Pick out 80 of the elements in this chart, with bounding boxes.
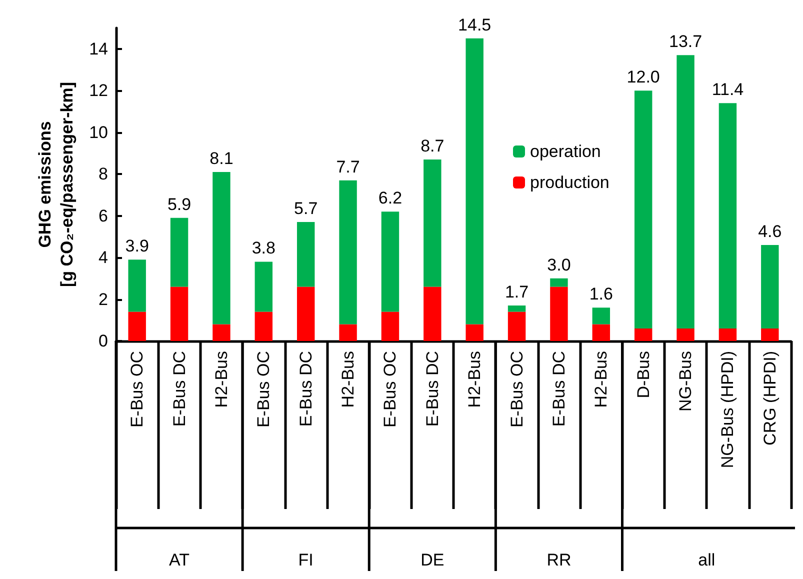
bar xyxy=(254,262,273,312)
total-label: 13.7 xyxy=(668,32,702,52)
text: all xyxy=(698,550,716,570)
x-tick-label: E-Bus DC xyxy=(422,351,442,427)
bar xyxy=(508,312,526,341)
x-tick-label: E-Bus DC xyxy=(296,351,316,427)
bar xyxy=(339,180,357,324)
x-tick-label: E-Bus OC xyxy=(380,351,400,428)
total-label: 14.5 xyxy=(458,15,492,34)
x-tick-label: NG-Bus xyxy=(676,351,696,412)
bar xyxy=(381,212,400,312)
y-tick-label: 14 xyxy=(89,39,108,58)
total-label: 1.7 xyxy=(504,282,529,302)
bar xyxy=(339,324,357,341)
bar xyxy=(296,286,315,341)
bar xyxy=(170,286,188,341)
y-tick-label: 4 xyxy=(98,248,108,268)
x-tick-label: E-Bus OC xyxy=(507,351,526,428)
bar xyxy=(466,38,484,324)
x-tick-label: H2-Bus xyxy=(338,351,358,408)
x-tick-label: H2-Bus xyxy=(592,351,611,408)
bar xyxy=(550,278,568,287)
total-label: 3.9 xyxy=(125,236,149,256)
bar xyxy=(381,312,400,341)
text: FI xyxy=(298,550,314,570)
bar xyxy=(676,55,694,328)
x-tick-label: H2-Bus xyxy=(465,351,484,408)
bar xyxy=(424,159,442,287)
total-label: 8.1 xyxy=(210,148,234,168)
x-tick-label: E-Bus OC xyxy=(128,351,147,428)
text: RR xyxy=(546,550,572,570)
total-label: 4.6 xyxy=(758,222,782,242)
bar xyxy=(128,312,146,341)
bar xyxy=(508,306,526,312)
text: DE xyxy=(420,550,444,570)
y-tick-label: 12 xyxy=(89,81,108,100)
bar xyxy=(128,260,146,312)
bar xyxy=(170,218,188,287)
x-tick-label: E-Bus DC xyxy=(549,351,568,427)
total-label: 7.7 xyxy=(336,157,360,176)
total-label: 3.8 xyxy=(252,238,276,258)
bar xyxy=(676,328,694,341)
legend-label: operation xyxy=(530,142,601,161)
bar xyxy=(592,324,610,341)
bar xyxy=(466,324,484,341)
bar xyxy=(718,103,737,328)
bar xyxy=(424,286,442,341)
total-label: 1.6 xyxy=(589,284,613,304)
x-tick-label: E-Bus DC xyxy=(170,351,189,427)
bar xyxy=(212,324,230,341)
total-label: 3.0 xyxy=(547,255,571,274)
y-tick-label: 6 xyxy=(98,206,108,226)
total-label: 6.2 xyxy=(378,188,402,208)
x-tick-label: CRG (HPDI) xyxy=(760,351,780,446)
total-label: 8.7 xyxy=(420,136,444,156)
total-label: 11.4 xyxy=(712,80,744,100)
total-label: 5.7 xyxy=(294,199,318,218)
bar xyxy=(254,312,273,341)
bar xyxy=(212,172,230,324)
legend-label: production xyxy=(530,173,610,192)
bar xyxy=(592,308,610,324)
y-axis-title: GHG emissions [g CO₂-eq/passenger-km] xyxy=(36,82,76,287)
bar xyxy=(761,245,779,328)
x-tick-label: D-Bus xyxy=(634,351,653,398)
x-tick-label: H2-Bus xyxy=(212,351,231,408)
x-tick-label: NG-Bus (HPDI) xyxy=(718,351,738,468)
y-tick-label: 2 xyxy=(98,290,108,309)
bar xyxy=(634,328,652,341)
bar xyxy=(634,90,652,328)
y-tick-label: 0 xyxy=(98,332,108,350)
text: AT xyxy=(169,550,190,570)
y-tick-label: 8 xyxy=(98,164,108,184)
x-tick-label: E-Bus OC xyxy=(254,351,274,428)
bar xyxy=(296,222,315,287)
y-tick-label: 10 xyxy=(89,122,108,142)
bar xyxy=(550,286,568,341)
total-label: 5.9 xyxy=(167,194,192,214)
bar xyxy=(761,328,779,341)
bar xyxy=(718,328,737,341)
total-label: 12.0 xyxy=(626,68,660,87)
